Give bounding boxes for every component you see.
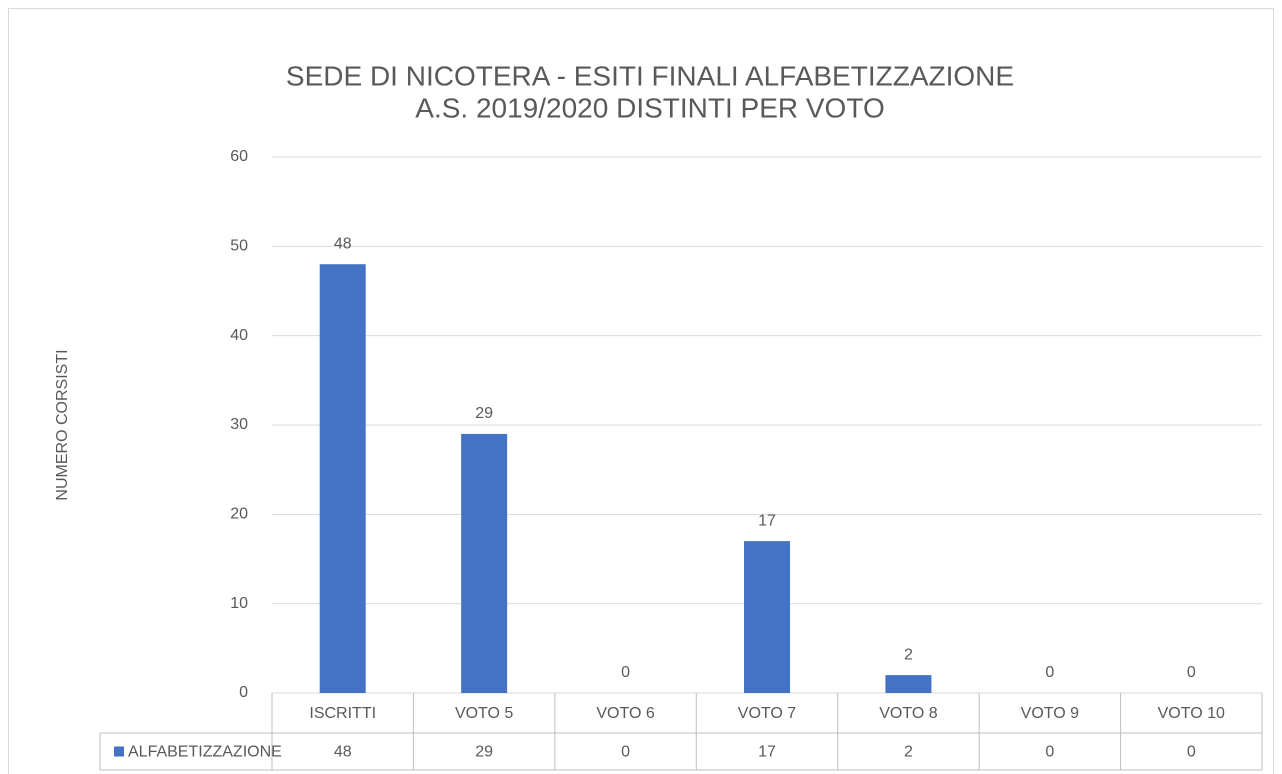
y-tick-label: 10 [230,595,248,612]
table-value: 0 [1187,744,1196,761]
y-tick-label: 50 [230,238,248,255]
x-tick-label: VOTO 9 [1021,705,1079,722]
x-tick-label: VOTO 7 [738,705,796,722]
chart-title: A.S. 2019/2020 DISTINTI PER VOTO [415,92,884,123]
table-value: 2 [904,744,913,761]
bar [461,433,508,693]
bar [744,541,790,693]
x-tick-label: VOTO 10 [1158,705,1225,722]
bar [319,264,366,693]
y-tick-label: 0 [239,684,248,701]
y-axis-label: NUMERO CORSISTI [54,349,71,500]
table-value: 48 [334,744,352,761]
data-label: 48 [334,235,352,252]
table-value: 29 [475,744,493,761]
chart-border [8,8,1274,774]
y-tick-label: 20 [230,506,248,523]
data-label: 29 [475,405,493,422]
data-label: 0 [1045,664,1054,681]
x-tick-label: VOTO 8 [879,705,937,722]
y-tick-label: 40 [230,327,248,344]
data-label: 0 [1187,664,1196,681]
legend-label: ALFABETIZZAZIONE [128,744,282,761]
x-tick-label: VOTO 5 [455,705,513,722]
bar [885,675,932,693]
table-value: 0 [621,744,630,761]
legend-swatch [114,746,124,757]
table-value: 0 [1045,744,1054,761]
x-tick-label: ISCRITTI [309,705,376,722]
data-label: 2 [904,646,913,663]
y-tick-label: 60 [230,148,248,165]
x-tick-label: VOTO 6 [596,705,654,722]
data-label: 17 [758,512,776,529]
y-tick-label: 30 [230,416,248,433]
table-value: 17 [758,744,776,761]
chart-title: SEDE DI NICOTERA - ESITI FINALI ALFABETI… [286,60,1014,91]
data-label: 0 [621,664,630,681]
